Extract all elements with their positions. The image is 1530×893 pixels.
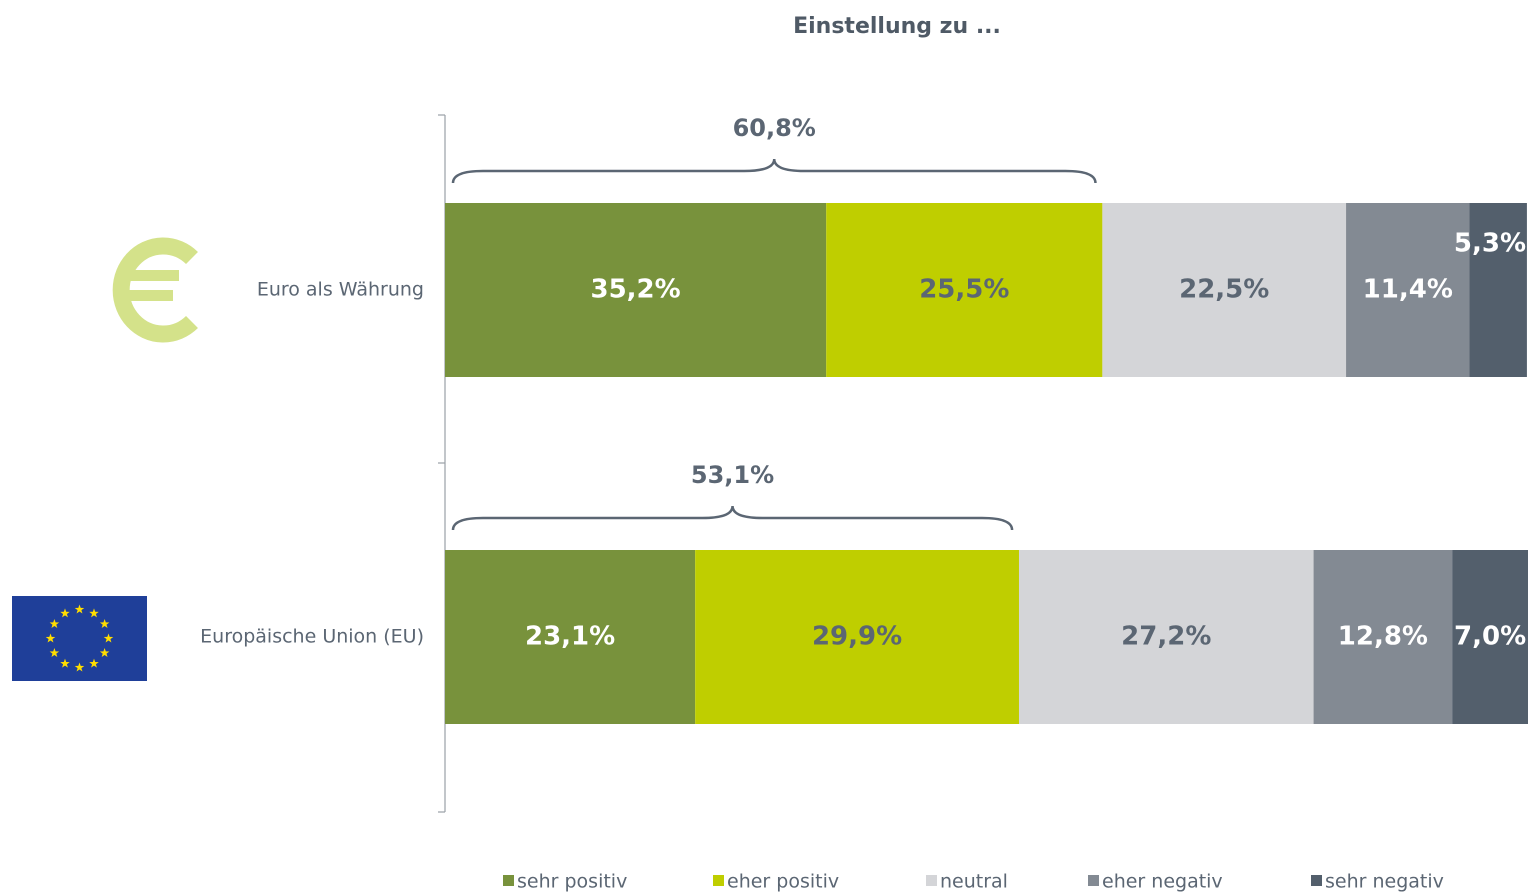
bar-segment [445, 550, 696, 724]
legend-label: eher negativ [1102, 871, 1223, 893]
value-label: 5,3% [1454, 229, 1526, 259]
legend-swatch [713, 875, 724, 886]
legend-swatch [1311, 875, 1322, 886]
bar-segment [1018, 550, 1314, 724]
legend-swatch [1088, 875, 1099, 886]
flag-star [45, 633, 56, 643]
bar-segment [1452, 550, 1528, 724]
flag-star [89, 608, 99, 618]
flag-star [60, 658, 70, 668]
value-label: 35,2% [591, 275, 681, 305]
value-label: 11,4% [1363, 275, 1453, 305]
euro-bar [117, 270, 179, 281]
brace [451, 158, 1097, 184]
flag-star [99, 648, 110, 658]
flag-star [49, 648, 60, 658]
legend-label: eher positiv [727, 871, 839, 893]
value-label: 25,5% [919, 275, 1009, 305]
bar-segment [826, 203, 1103, 377]
flag-star [74, 662, 85, 672]
category-label: Europäische Union (EU) [200, 626, 424, 648]
bar-segment [1469, 203, 1527, 377]
value-label: 23,1% [525, 622, 615, 652]
brace [451, 505, 1014, 531]
value-label: 29,9% [812, 622, 902, 652]
axis [438, 114, 446, 813]
flag-star [49, 619, 60, 629]
brace-label: 60,8% [733, 114, 816, 142]
legend-label: sehr negativ [1325, 871, 1444, 893]
value-label: 22,5% [1179, 275, 1269, 305]
eu-flag [12, 596, 147, 681]
legend-label: neutral [940, 871, 1008, 893]
brace-label: 53,1% [691, 461, 774, 489]
bar-segment [695, 550, 1019, 724]
value-label: 7,0% [1454, 622, 1526, 652]
bar-segment [1102, 203, 1347, 377]
legend-swatch [926, 875, 937, 886]
bar-segment [445, 203, 827, 377]
value-label: 27,2% [1121, 622, 1211, 652]
legend-label: sehr positiv [517, 871, 627, 893]
euro-icon [112, 237, 198, 343]
legend-swatch [503, 875, 514, 886]
flag-star [89, 658, 99, 668]
flag-star [60, 608, 70, 618]
category-label: Euro als Währung [257, 279, 424, 301]
bar-segment [1313, 550, 1453, 724]
flag-star [74, 604, 85, 614]
flag-star [99, 619, 110, 629]
value-label: 12,8% [1338, 622, 1428, 652]
bar-segment [1346, 203, 1470, 377]
flag-star [103, 633, 114, 643]
chart-title: Einstellung zu ... [793, 14, 1001, 39]
euro-bar [117, 290, 173, 301]
